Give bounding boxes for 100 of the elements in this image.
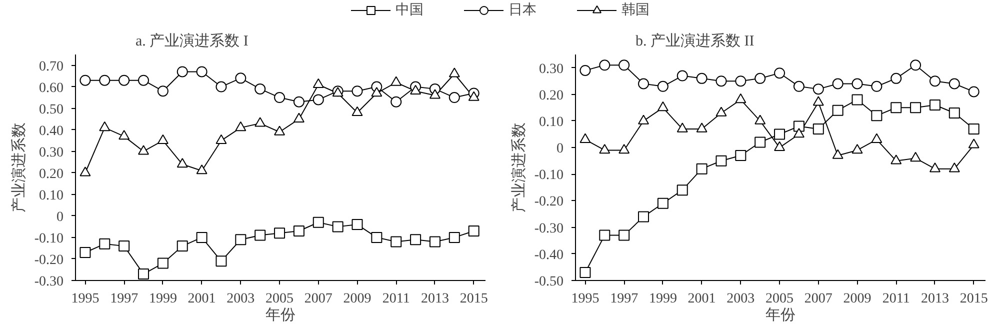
point (832, 104, 844, 116)
point (293, 225, 304, 236)
legend-label: 中国 (396, 2, 424, 19)
y-tick-label: -0.30 (534, 221, 564, 236)
point (793, 128, 804, 138)
point (468, 91, 480, 101)
point (312, 216, 324, 228)
point (274, 92, 286, 104)
point (638, 78, 650, 90)
point (618, 230, 630, 241)
point (890, 72, 902, 84)
y-tick-label: 0.60 (39, 80, 64, 96)
point (448, 92, 460, 104)
x-tick-label: 1995 (71, 292, 100, 306)
point (910, 60, 922, 71)
point (254, 83, 266, 94)
x-axis-title: 年份 (766, 306, 796, 324)
point (676, 122, 688, 132)
point (832, 149, 844, 159)
y-tick-label: 0.40 (39, 124, 64, 139)
point (390, 76, 402, 86)
point (99, 74, 110, 86)
point (235, 121, 246, 132)
point (138, 74, 150, 86)
point (910, 152, 922, 162)
point (599, 144, 610, 154)
point (599, 230, 610, 241)
point (871, 80, 882, 92)
point (716, 106, 727, 116)
point (948, 162, 960, 172)
point (716, 155, 727, 166)
x-tick-label: 2001 (688, 292, 716, 306)
point (390, 236, 402, 248)
point (774, 68, 786, 79)
point (293, 112, 304, 122)
legend-label: 韩国 (622, 2, 650, 19)
point (696, 122, 708, 132)
point (80, 247, 91, 258)
point (696, 163, 708, 174)
point (196, 232, 208, 243)
point (429, 236, 440, 248)
x-tick-label: 2005 (766, 292, 794, 306)
point (138, 268, 150, 280)
legend-label: 日本 (508, 2, 536, 19)
point (410, 234, 422, 246)
point (118, 240, 130, 252)
point (852, 78, 863, 90)
point (254, 230, 266, 241)
point (754, 72, 766, 84)
point (754, 136, 766, 148)
x-tick-label: 1997 (610, 292, 638, 306)
point (274, 126, 286, 136)
point (832, 78, 844, 90)
y-tick-label: 0.20 (539, 88, 564, 104)
point (618, 144, 630, 154)
x-axis-title: 年份 (266, 306, 296, 324)
point (716, 76, 727, 87)
point (735, 76, 746, 87)
point (871, 110, 882, 122)
y-tick-label: 0.30 (539, 62, 564, 77)
x-tick-label: 2015 (460, 292, 488, 306)
x-tick-label: 2003 (726, 292, 755, 306)
point (968, 138, 980, 148)
x-tick-label: 2009 (843, 292, 872, 306)
point (793, 120, 804, 132)
point (371, 232, 382, 243)
point (774, 128, 786, 140)
x-tick-label: 2013 (920, 292, 949, 306)
x-tick-label: 1997 (110, 292, 138, 306)
y-tick-label: -0.40 (534, 248, 564, 263)
y-tick-label: 0 (56, 210, 64, 225)
point (216, 134, 227, 144)
y-tick-label: -0.30 (34, 274, 64, 290)
point (99, 121, 110, 132)
point (216, 256, 227, 267)
point (235, 72, 246, 84)
point (196, 164, 208, 174)
point (948, 78, 960, 90)
point (929, 100, 940, 111)
point (448, 68, 460, 78)
point (754, 114, 766, 124)
point (599, 60, 610, 71)
chart-title: a. 产业演进系数 I (136, 32, 248, 50)
point (312, 78, 324, 88)
y-tick-label: 0.10 (539, 114, 564, 130)
point (735, 93, 746, 104)
y-tick-label: -0.20 (534, 194, 564, 210)
point (448, 232, 460, 243)
point (793, 80, 804, 92)
point (812, 96, 824, 106)
y-tick-label: 0 (556, 142, 564, 157)
x-tick-label: 2001 (188, 292, 216, 306)
x-tick-label: 1995 (571, 292, 600, 306)
x-tick-label: 1999 (148, 292, 177, 306)
point (676, 70, 688, 82)
point (176, 158, 188, 168)
point (371, 86, 382, 97)
y-tick-label: -0.10 (34, 231, 64, 246)
point (157, 134, 168, 144)
point (638, 211, 650, 222)
